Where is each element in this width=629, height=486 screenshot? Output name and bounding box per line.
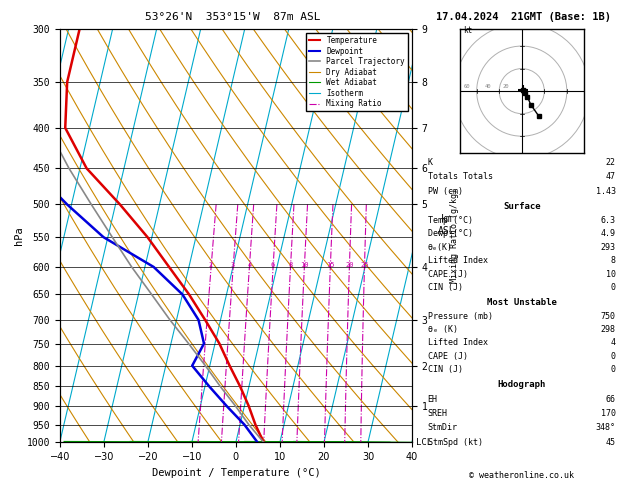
Text: 22: 22 (606, 158, 616, 167)
Text: Totals Totals: Totals Totals (428, 173, 493, 181)
Text: 45: 45 (606, 438, 616, 447)
Text: 4: 4 (611, 338, 616, 347)
Text: 40: 40 (484, 84, 491, 89)
Text: Hodograph: Hodograph (498, 381, 546, 389)
Text: 0: 0 (611, 365, 616, 374)
Text: 20: 20 (345, 261, 353, 268)
Text: 0: 0 (611, 351, 616, 361)
Text: 6: 6 (271, 261, 276, 268)
Legend: Temperature, Dewpoint, Parcel Trajectory, Dry Adiabat, Wet Adiabat, Isotherm, Mi: Temperature, Dewpoint, Parcel Trajectory… (306, 33, 408, 111)
Text: CIN (J): CIN (J) (428, 365, 463, 374)
Text: θₑ(K): θₑ(K) (428, 243, 453, 252)
Text: 4.9: 4.9 (601, 229, 616, 238)
Text: Lifted Index: Lifted Index (428, 256, 487, 265)
Text: CIN (J): CIN (J) (428, 283, 463, 292)
Text: 10: 10 (300, 261, 309, 268)
Text: 8: 8 (288, 261, 292, 268)
Text: CAPE (J): CAPE (J) (428, 270, 468, 278)
Text: 15: 15 (326, 261, 335, 268)
Text: θₑ (K): θₑ (K) (428, 325, 458, 334)
Y-axis label: hPa: hPa (14, 226, 24, 245)
Text: Temp (°C): Temp (°C) (428, 216, 473, 225)
Text: EH: EH (428, 395, 438, 404)
Text: 8: 8 (611, 256, 616, 265)
Text: Pressure (mb): Pressure (mb) (428, 312, 493, 321)
Text: 1.43: 1.43 (596, 187, 616, 196)
Text: 17.04.2024  21GMT (Base: 1B): 17.04.2024 21GMT (Base: 1B) (436, 12, 611, 22)
Text: Surface: Surface (503, 202, 540, 211)
Text: 6.3: 6.3 (601, 216, 616, 225)
Text: kt: kt (463, 26, 472, 35)
Text: 20: 20 (503, 84, 509, 89)
Text: 25: 25 (360, 261, 369, 268)
Text: 298: 298 (601, 325, 616, 334)
Text: 60: 60 (463, 84, 470, 89)
Text: Most Unstable: Most Unstable (487, 298, 557, 307)
X-axis label: Dewpoint / Temperature (°C): Dewpoint / Temperature (°C) (152, 468, 320, 478)
Text: 2: 2 (209, 261, 213, 268)
Text: 4: 4 (247, 261, 252, 268)
Text: 170: 170 (601, 409, 616, 418)
Text: 348°: 348° (596, 423, 616, 433)
Text: 3: 3 (231, 261, 235, 268)
Text: K: K (428, 158, 433, 167)
Text: 10: 10 (606, 270, 616, 278)
Text: PW (cm): PW (cm) (428, 187, 463, 196)
Text: SREH: SREH (428, 409, 448, 418)
Text: LCL: LCL (416, 438, 431, 447)
Text: 66: 66 (606, 395, 616, 404)
Y-axis label: km
ASL: km ASL (438, 214, 456, 236)
Text: © weatheronline.co.uk: © weatheronline.co.uk (469, 471, 574, 480)
Text: 53°26'N  353°15'W  87m ASL: 53°26'N 353°15'W 87m ASL (145, 12, 321, 22)
Text: Mixing Ratio (g/kg): Mixing Ratio (g/kg) (450, 188, 459, 283)
Text: Dewp (°C): Dewp (°C) (428, 229, 473, 238)
Text: 750: 750 (601, 312, 616, 321)
Text: StmSpd (kt): StmSpd (kt) (428, 438, 482, 447)
Text: Lifted Index: Lifted Index (428, 338, 487, 347)
Text: CAPE (J): CAPE (J) (428, 351, 468, 361)
Text: 293: 293 (601, 243, 616, 252)
Text: 0: 0 (611, 283, 616, 292)
Text: 47: 47 (606, 173, 616, 181)
Text: StmDir: StmDir (428, 423, 458, 433)
